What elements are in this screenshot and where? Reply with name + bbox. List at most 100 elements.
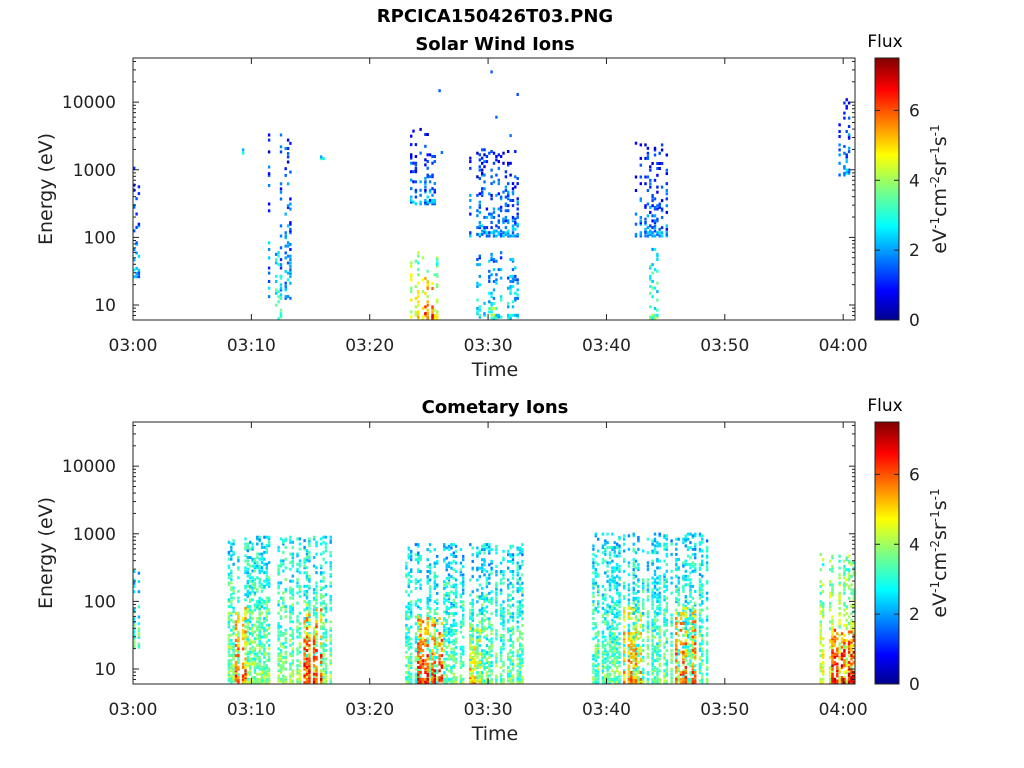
flux-cell: [230, 554, 233, 558]
flux-cell: [436, 677, 439, 681]
flux-cell: [492, 288, 496, 292]
flux-cell: [265, 571, 268, 575]
flux-cell: [649, 291, 652, 295]
flux-cell: [594, 652, 597, 656]
flux-cell: [597, 672, 600, 676]
flux-cell: [592, 637, 595, 641]
flux-cell: [412, 200, 415, 204]
flux-cell: [507, 229, 510, 233]
flux-cell: [452, 559, 455, 563]
flux-cell: [241, 633, 245, 637]
flux-cell: [433, 198, 436, 202]
flux-cell: [320, 655, 323, 659]
flux-cell: [511, 662, 515, 666]
flux-cell: [137, 632, 141, 636]
flux-cell: [230, 677, 233, 681]
flux-cell: [516, 565, 519, 568]
flux-cell: [291, 559, 294, 563]
flux-cell: [137, 615, 141, 619]
flux-cell: [234, 644, 238, 647]
flux-cell: [277, 611, 280, 615]
flux-cell: [329, 674, 332, 678]
flux-cell: [410, 600, 413, 604]
flux-cell: [230, 605, 233, 609]
flux-cell: [606, 679, 609, 683]
colorbar-tick-label: 4: [909, 171, 920, 191]
flux-cell: [476, 566, 479, 570]
flux-cell: [298, 650, 302, 654]
flux-cell: [296, 625, 299, 629]
flux-cell: [649, 210, 652, 214]
flux-cell: [289, 170, 292, 174]
flux-cell: [516, 588, 519, 592]
flux-cell: [656, 593, 659, 597]
flux-cell: [630, 647, 633, 651]
flux-cell: [135, 251, 138, 255]
flux-cell: [630, 616, 633, 620]
flux-cell: [419, 662, 422, 666]
flux-cell: [665, 622, 668, 626]
flux-cell: [284, 655, 287, 659]
flux-cell: [329, 554, 332, 558]
flux-cell: [284, 638, 287, 642]
flux-cell: [845, 155, 848, 159]
flux-cell: [447, 565, 451, 568]
flux-cell: [701, 618, 704, 622]
flux-cell: [504, 215, 508, 219]
flux-point: [438, 89, 441, 93]
flux-cell: [462, 649, 465, 653]
flux-cell: [443, 671, 446, 675]
flux-cell: [426, 644, 429, 647]
flux-cell: [267, 540, 271, 544]
flux-cell: [514, 234, 517, 238]
flux-cell: [663, 576, 666, 580]
flux-cell: [296, 628, 299, 632]
flux-cell: [608, 635, 612, 639]
flux-cell: [511, 313, 515, 317]
flux-cell: [284, 231, 287, 235]
flux-cell: [637, 536, 640, 539]
flux-cell: [282, 655, 285, 659]
flux-cell: [618, 672, 621, 676]
flux-cell: [637, 539, 640, 543]
flux-cell: [443, 583, 446, 587]
flux-cell: [476, 263, 479, 267]
flux-cell: [611, 677, 614, 681]
flux-cell: [241, 679, 245, 683]
flux-cell: [308, 635, 311, 639]
flux-cell: [684, 644, 687, 647]
flux-cell: [499, 229, 503, 233]
flux-cell: [488, 551, 491, 555]
flux-cell: [322, 643, 325, 647]
flux-cell: [298, 559, 302, 563]
flux-cell: [298, 622, 302, 625]
flux-cell: [646, 595, 650, 599]
flux-cell: [701, 639, 704, 642]
flux-cell: [426, 317, 429, 320]
flux-cell: [267, 584, 271, 588]
flux-cell: [646, 623, 650, 627]
flux-cell: [469, 212, 472, 216]
flux-cell: [656, 173, 659, 177]
flux-cell: [436, 637, 439, 641]
flux-cell: [490, 221, 493, 224]
flux-cell: [417, 568, 420, 572]
flux-cell: [417, 544, 420, 548]
flux-cell: [594, 644, 597, 647]
flux-cell: [469, 644, 472, 648]
spectrogram-area: [133, 70, 851, 320]
flux-cell: [436, 642, 439, 646]
flux-cell: [488, 231, 491, 235]
flux-cell: [504, 232, 508, 236]
flux-cell: [291, 608, 294, 612]
flux-cell: [232, 628, 235, 632]
flux-cell: [597, 667, 600, 671]
flux-cell: [253, 652, 257, 656]
flux-cell: [637, 669, 640, 673]
flux-cell: [646, 226, 650, 230]
flux-cell: [684, 539, 687, 543]
flux-cell: [286, 204, 290, 208]
flux-cell: [478, 165, 481, 169]
flux-cell: [454, 681, 458, 684]
flux-cell: [656, 204, 659, 208]
